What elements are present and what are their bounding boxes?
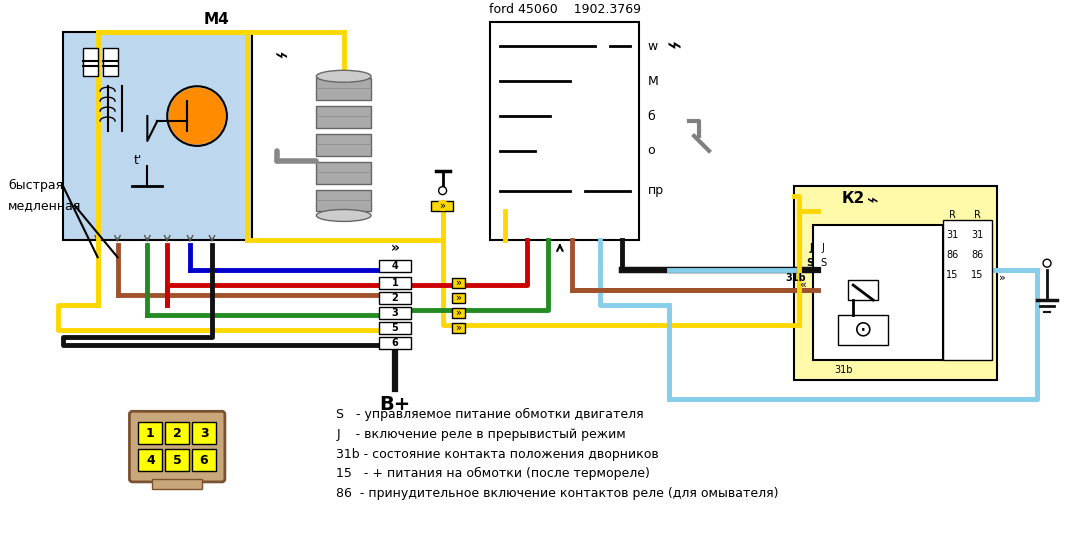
Text: ⌁: ⌁ <box>868 191 879 210</box>
Text: J: J <box>810 243 813 253</box>
Bar <box>316 190 371 212</box>
Circle shape <box>1043 259 1051 267</box>
Bar <box>83 49 98 76</box>
Bar <box>451 323 465 333</box>
Bar <box>379 307 411 319</box>
Bar <box>451 293 465 303</box>
Text: S   - управляемое питание обмотки двигателя: S - управляемое питание обмотки двигател… <box>336 408 644 421</box>
Bar <box>316 78 371 100</box>
Text: пр: пр <box>647 184 664 197</box>
Text: ⌁: ⌁ <box>275 46 288 67</box>
Text: J    - включение реле в прерывистый режим: J - включение реле в прерывистый режим <box>336 427 626 441</box>
Text: 5: 5 <box>173 454 182 466</box>
Bar <box>943 221 992 360</box>
Text: »: » <box>456 323 461 333</box>
Text: 6: 6 <box>199 454 208 466</box>
Text: быстрая: быстрая <box>8 179 63 192</box>
Bar <box>379 322 411 334</box>
Text: J: J <box>822 243 825 253</box>
Text: 31: 31 <box>971 230 983 240</box>
Bar <box>451 278 465 288</box>
Text: 1: 1 <box>146 427 155 440</box>
Text: 3: 3 <box>199 427 208 440</box>
Text: 4: 4 <box>146 454 155 466</box>
Text: «: « <box>800 280 807 290</box>
Ellipse shape <box>316 209 371 221</box>
Text: w: w <box>647 40 657 53</box>
Bar <box>451 308 465 318</box>
Bar <box>490 22 640 240</box>
Text: 86  - принудительное включение контактов реле (для омывателя): 86 - принудительное включение контактов … <box>336 487 778 500</box>
Circle shape <box>438 187 447 195</box>
Bar <box>838 315 888 345</box>
Bar <box>379 277 411 289</box>
Text: 2: 2 <box>391 293 398 303</box>
Bar <box>153 479 202 489</box>
Text: 5: 5 <box>391 323 398 333</box>
Text: 31b - состояние контакта положения дворников: 31b - состояние контакта положения дворн… <box>336 448 659 461</box>
Bar <box>379 337 411 349</box>
Text: медленная: медленная <box>8 199 82 212</box>
Text: М: М <box>647 75 658 88</box>
Text: »: » <box>438 200 445 211</box>
Ellipse shape <box>316 70 371 82</box>
Circle shape <box>169 88 225 144</box>
Text: S: S <box>821 258 826 268</box>
Text: 3: 3 <box>391 308 398 318</box>
Text: »: » <box>456 293 461 303</box>
Text: »: » <box>390 241 399 255</box>
Bar <box>379 260 411 272</box>
Text: »: » <box>456 278 461 288</box>
Bar <box>166 449 189 471</box>
Text: 15: 15 <box>946 270 959 280</box>
Bar <box>138 449 162 471</box>
Text: М4: М4 <box>204 12 230 27</box>
Text: 86: 86 <box>946 250 959 260</box>
Text: R: R <box>949 211 956 221</box>
Bar <box>63 31 252 240</box>
Text: б: б <box>647 110 655 123</box>
Bar <box>848 280 879 300</box>
Text: 15   - + питания на обмотки (после термореле): 15 - + питания на обмотки (после терморе… <box>336 467 650 480</box>
Bar <box>316 106 371 128</box>
Text: 31b: 31b <box>834 365 852 375</box>
Text: 86: 86 <box>971 250 983 260</box>
Text: R: R <box>974 211 981 221</box>
Text: 2: 2 <box>173 427 182 440</box>
Text: ⌁: ⌁ <box>667 35 681 59</box>
Bar <box>166 422 189 444</box>
Text: »: » <box>1000 273 1006 283</box>
Text: B+: B+ <box>379 395 411 414</box>
Text: t': t' <box>133 154 142 167</box>
Text: о: о <box>647 144 655 157</box>
Text: 6: 6 <box>391 338 398 348</box>
Bar <box>102 49 118 76</box>
Text: »: » <box>456 308 461 318</box>
Text: 1: 1 <box>391 278 398 288</box>
Bar <box>379 292 411 304</box>
Bar <box>813 225 943 360</box>
Bar <box>431 200 452 211</box>
Circle shape <box>437 200 448 211</box>
Text: ford 45060    1902.3769: ford 45060 1902.3769 <box>489 3 641 16</box>
Text: 31: 31 <box>946 230 959 240</box>
Text: 15: 15 <box>971 270 983 280</box>
Bar <box>316 134 371 156</box>
FancyBboxPatch shape <box>130 411 225 482</box>
Text: К2: К2 <box>841 191 864 206</box>
Bar <box>192 449 216 471</box>
Bar <box>138 422 162 444</box>
Bar <box>316 162 371 184</box>
Bar <box>192 422 216 444</box>
Text: ⊙: ⊙ <box>853 320 872 340</box>
Text: 31b: 31b <box>786 273 807 283</box>
Text: S: S <box>807 258 813 268</box>
Text: 4: 4 <box>391 261 398 271</box>
Bar <box>794 185 997 379</box>
